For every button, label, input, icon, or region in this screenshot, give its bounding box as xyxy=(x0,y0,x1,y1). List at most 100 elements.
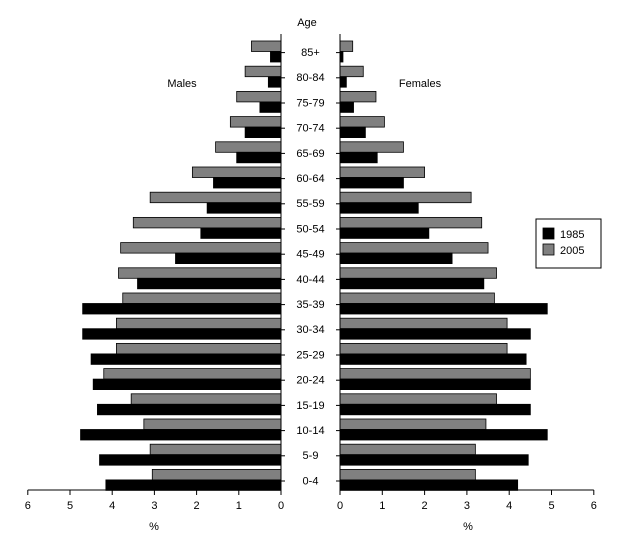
males-panel-label: Males xyxy=(167,78,197,90)
bar-male-1985-45-49 xyxy=(175,252,282,265)
bar-male-2005-65-69 xyxy=(215,141,282,153)
bar-female-1985-35-39 xyxy=(339,303,548,315)
bar-male-1985-25-29 xyxy=(90,353,282,365)
bar-female-2005-20-24 xyxy=(339,368,531,380)
age-axis-title: Age xyxy=(297,17,317,29)
bar-female-2005-65-69 xyxy=(339,141,404,153)
bar-male-2005-45-49 xyxy=(120,242,282,254)
bar-female-2005-15-19 xyxy=(339,393,497,405)
bar-male-2005-50-54 xyxy=(132,216,282,229)
bar-male-1985-80-84 xyxy=(267,76,282,88)
age-tick-label: 40-44 xyxy=(296,274,324,286)
males-x-tick-label: 1 xyxy=(236,500,242,512)
age-tick-label: 10-14 xyxy=(296,425,324,437)
bar-female-1985-30-34 xyxy=(339,328,531,340)
bar-male-2005-40-44 xyxy=(118,267,282,279)
legend-swatch-1985 xyxy=(542,227,555,240)
bar-male-1985-10-14 xyxy=(80,429,282,441)
bar-female-1985-10-14 xyxy=(339,429,548,441)
age-tick-label: 45-49 xyxy=(296,249,324,261)
bar-female-1985-25-29 xyxy=(339,353,527,365)
bar-male-1985-5-9 xyxy=(99,454,282,466)
bar-male-2005-80-84 xyxy=(244,65,282,78)
bar-male-1985-15-19 xyxy=(97,403,282,416)
bar-female-1985-20-24 xyxy=(339,378,531,391)
bar-female-2005-45-49 xyxy=(339,242,489,254)
bar-female-2005-70-74 xyxy=(339,116,385,128)
bar-female-2005-75-79 xyxy=(339,91,377,103)
bar-female-2005-25-29 xyxy=(339,342,508,355)
bar-male-1985-65-69 xyxy=(236,151,282,164)
females-x-tick-label: 4 xyxy=(506,500,512,512)
bar-male-1985-20-24 xyxy=(92,378,282,391)
males-x-tick-label: 3 xyxy=(151,500,157,512)
age-tick-label: 80-84 xyxy=(296,72,324,84)
bar-male-1985-30-34 xyxy=(82,328,282,340)
bar-female-1985-0-4 xyxy=(339,479,519,491)
bar-female-2005-55-59 xyxy=(339,191,472,204)
bar-male-2005-85+ xyxy=(251,40,282,52)
females-panel-label: Females xyxy=(399,78,442,90)
bar-female-1985-15-19 xyxy=(339,403,531,416)
bar-male-2005-35-39 xyxy=(122,292,282,304)
males-x-tick-label: 0 xyxy=(278,500,284,512)
bar-male-1985-40-44 xyxy=(137,277,282,290)
bar-female-1985-80-84 xyxy=(339,76,347,88)
age-tick-label: 35-39 xyxy=(296,299,324,311)
age-tick-label: 70-74 xyxy=(296,123,324,135)
bar-male-1985-75-79 xyxy=(259,101,282,113)
bar-female-1985-55-59 xyxy=(339,202,419,214)
age-tick-label: 30-34 xyxy=(296,324,324,336)
bar-female-2005-50-54 xyxy=(339,216,483,229)
age-tick-label: 65-69 xyxy=(296,148,324,160)
age-tick-label: 60-64 xyxy=(296,173,324,185)
bar-female-1985-70-74 xyxy=(339,126,366,138)
bar-female-2005-85+ xyxy=(339,40,354,52)
bar-female-1985-50-54 xyxy=(339,227,430,239)
males-x-tick-label: 5 xyxy=(67,500,73,512)
bar-male-1985-50-54 xyxy=(200,227,282,239)
females-x-tick-label: 3 xyxy=(464,500,470,512)
bar-female-2005-0-4 xyxy=(339,468,476,481)
legend-label-1985: 1985 xyxy=(560,229,584,241)
bar-male-2005-20-24 xyxy=(103,368,282,380)
bar-female-1985-45-49 xyxy=(339,252,453,265)
bar-male-2005-25-29 xyxy=(116,342,282,355)
legend-box xyxy=(535,218,602,269)
bar-female-2005-5-9 xyxy=(339,443,476,456)
bar-female-2005-40-44 xyxy=(339,267,497,279)
age-tick-label: 25-29 xyxy=(296,349,324,361)
males-x-tick-label: 6 xyxy=(25,500,31,512)
age-tick-label: 0-4 xyxy=(303,475,319,487)
axes-layer: 85+80-8475-7970-7465-6960-6455-5950-5445… xyxy=(25,34,597,512)
bar-female-1985-65-69 xyxy=(339,151,378,164)
bar-female-1985-60-64 xyxy=(339,177,404,189)
bar-male-1985-0-4 xyxy=(105,479,282,491)
bar-female-1985-40-44 xyxy=(339,277,485,290)
bar-female-2005-10-14 xyxy=(339,418,487,430)
age-tick-label: 50-54 xyxy=(296,223,324,235)
females-x-axis-title: % xyxy=(463,521,473,533)
legend-swatch-2005 xyxy=(542,243,555,256)
bar-male-2005-15-19 xyxy=(130,393,282,405)
age-tick-label: 15-19 xyxy=(296,400,324,412)
bar-male-2005-5-9 xyxy=(149,443,282,456)
females-x-tick-label: 0 xyxy=(337,500,343,512)
bar-male-1985-55-59 xyxy=(206,202,282,214)
bar-male-1985-35-39 xyxy=(82,303,282,315)
females-x-tick-label: 1 xyxy=(379,500,385,512)
age-tick-label: 20-24 xyxy=(296,375,324,387)
bar-male-2005-60-64 xyxy=(191,166,282,178)
bar-male-2005-10-14 xyxy=(143,418,282,430)
females-x-tick-label: 6 xyxy=(591,500,597,512)
bar-female-2005-30-34 xyxy=(339,317,508,330)
bar-male-2005-75-79 xyxy=(236,91,282,103)
bar-female-2005-80-84 xyxy=(339,65,364,78)
bar-female-1985-75-79 xyxy=(339,101,354,113)
bar-male-2005-55-59 xyxy=(149,191,282,204)
bar-male-2005-70-74 xyxy=(229,116,282,128)
females-x-tick-label: 5 xyxy=(548,500,554,512)
bar-male-1985-60-64 xyxy=(213,177,282,189)
bar-female-2005-60-64 xyxy=(339,166,425,178)
